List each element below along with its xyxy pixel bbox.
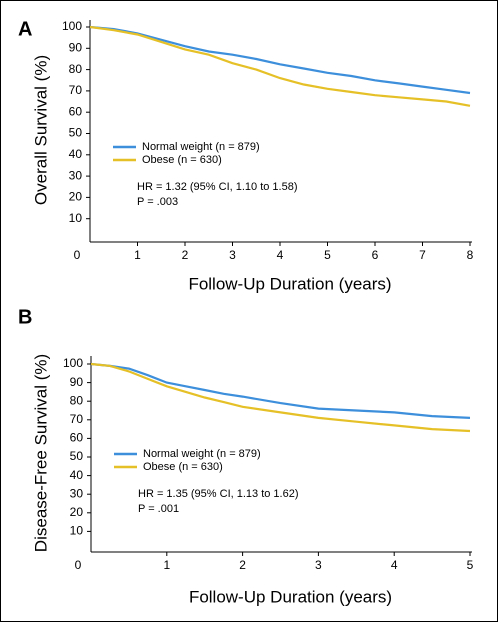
y-tick-label: 10 <box>69 211 83 225</box>
survival-curve <box>89 25 471 107</box>
x-tick-label: 5 <box>324 248 331 262</box>
legend-label: Normal weight (n = 879) <box>143 448 261 460</box>
x-tick-label: 1 <box>134 248 141 262</box>
x-tick-label: 2 <box>182 248 189 262</box>
x-tick-label: 0 <box>75 558 82 572</box>
survival-curve <box>89 25 471 95</box>
y-tick-label: 20 <box>69 190 83 204</box>
annotation: HR = 1.32 (95% CI, 1.10 to 1.58) <box>137 181 298 193</box>
x-tick-label: 4 <box>277 248 284 262</box>
x-axis-title: Follow-Up Duration (years) <box>188 274 391 293</box>
y-tick-label: 70 <box>69 83 83 97</box>
y-tick-label: 40 <box>69 147 83 161</box>
x-tick-label: 5 <box>467 558 474 572</box>
y-tick-label: 70 <box>70 412 84 426</box>
x-tick-label: 4 <box>391 558 398 572</box>
legend-label: Obese (n = 630) <box>142 154 222 166</box>
y-tick-label: 10 <box>70 524 84 538</box>
y-tick-label: 100 <box>63 356 83 370</box>
x-tick-label: 3 <box>315 558 322 572</box>
survival-curve <box>90 362 471 419</box>
legend-label: Normal weight (n = 879) <box>142 141 260 153</box>
y-tick-label: 90 <box>70 375 84 389</box>
x-tick-label: 1 <box>163 558 170 572</box>
x-tick-label: 0 <box>74 248 81 262</box>
x-tick-label: 2 <box>239 558 246 572</box>
annotation: P = .001 <box>138 503 179 515</box>
y-tick-label: 30 <box>69 168 83 182</box>
y-tick-label: 100 <box>62 19 82 33</box>
y-tick-label: 50 <box>70 449 84 463</box>
panel-label: A <box>18 18 32 40</box>
y-axis-title: Overall Survival (%) <box>31 55 50 205</box>
panel-label: B <box>18 306 32 328</box>
x-axis-title: Follow-Up Duration (years) <box>189 587 392 606</box>
y-axis-title: Disease-Free Survival (%) <box>31 354 50 552</box>
legend-label: Obese (n = 630) <box>143 461 223 473</box>
annotation: P = .003 <box>137 196 178 208</box>
y-tick-label: 50 <box>69 126 83 140</box>
y-tick-label: 40 <box>70 468 84 482</box>
y-tick-label: 90 <box>69 40 83 54</box>
x-tick-label: 7 <box>419 248 426 262</box>
x-tick-label: 6 <box>372 248 379 262</box>
y-tick-label: 30 <box>70 486 84 500</box>
y-tick-label: 60 <box>69 104 83 118</box>
x-tick-label: 3 <box>229 248 236 262</box>
y-tick-label: 80 <box>69 62 83 76</box>
y-tick-label: 20 <box>70 505 84 519</box>
y-tick-label: 60 <box>70 431 84 445</box>
survival-curve <box>90 362 471 433</box>
x-tick-label: 8 <box>467 248 474 262</box>
y-tick-label: 80 <box>70 393 84 407</box>
annotation: HR = 1.35 (95% CI, 1.13 to 1.62) <box>138 488 299 500</box>
